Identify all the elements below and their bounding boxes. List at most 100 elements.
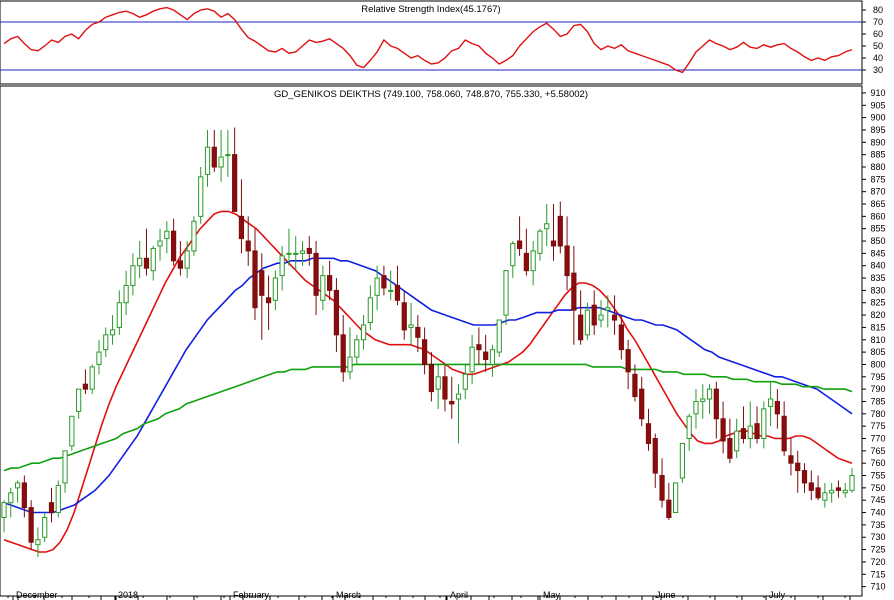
price-y-tick-label: 780 <box>870 409 885 419</box>
price-y-tick-label: 855 <box>870 224 885 234</box>
candle-body <box>103 334 109 351</box>
candle-body <box>455 393 462 400</box>
candle-body <box>808 482 814 491</box>
candle-body <box>835 487 842 491</box>
month-label: 2018 <box>118 590 138 600</box>
candle <box>143 228 150 276</box>
price-y-tick-label: 860 <box>870 211 885 221</box>
candle <box>313 241 319 316</box>
candle-body <box>354 339 360 358</box>
candle <box>706 384 713 414</box>
candle <box>21 475 27 518</box>
candle-body <box>544 223 550 230</box>
candle <box>394 265 401 306</box>
candle-body <box>82 383 89 390</box>
candle-body <box>673 482 679 514</box>
price-y-tick-label: 735 <box>870 520 885 530</box>
price-y-tick-label: 885 <box>870 150 885 160</box>
candle-body <box>265 297 272 304</box>
candle-body <box>747 425 753 439</box>
candle-body <box>442 376 448 400</box>
ma-short-red <box>3 210 853 553</box>
candle-body <box>428 363 434 393</box>
candle-body <box>21 482 27 509</box>
price-y-tick-label: 715 <box>870 569 885 579</box>
candle <box>422 327 428 375</box>
candle-body <box>320 275 326 301</box>
price-y-tick-label: 785 <box>870 396 885 406</box>
candle-body <box>252 250 258 309</box>
candle <box>774 389 780 429</box>
candle-body <box>394 284 401 301</box>
candle <box>720 401 726 454</box>
candle <box>605 295 611 328</box>
candle-body <box>69 415 75 447</box>
candle <box>259 253 265 340</box>
candle-body <box>157 240 163 247</box>
candle-body <box>8 492 14 504</box>
candle-body <box>849 475 855 491</box>
candle <box>544 204 550 246</box>
candle-body <box>313 252 319 296</box>
candle-body <box>801 470 808 484</box>
candle <box>299 241 306 266</box>
candle-body <box>279 255 285 277</box>
price-y-tick-label: 830 <box>870 285 885 295</box>
candle <box>455 384 462 444</box>
price-panel-frame <box>0 85 863 597</box>
candle <box>645 408 652 451</box>
price-panel: GD_GENIKOS DEIKTHS (749.100, 758.060, 74… <box>0 85 886 597</box>
candle <box>340 315 346 382</box>
price-y-tick-label: 870 <box>870 187 885 197</box>
candle <box>8 487 14 518</box>
price-y-tick-label: 910 <box>870 88 885 98</box>
candle-body <box>96 351 102 365</box>
candle <box>28 500 34 550</box>
candle <box>428 352 434 402</box>
candle-body <box>469 346 475 373</box>
candle <box>198 166 204 224</box>
candle <box>116 290 122 335</box>
price-y-tick-label: 755 <box>870 471 885 481</box>
candle <box>374 265 380 311</box>
candle-body <box>591 304 597 326</box>
rsi-level-lines <box>0 21 862 71</box>
price-y-tick-label: 825 <box>870 298 885 308</box>
candle <box>55 480 61 518</box>
candle <box>14 480 21 503</box>
candle-body <box>35 539 41 546</box>
price-y-tick-label: 880 <box>870 162 885 172</box>
candle <box>639 376 645 427</box>
candle-body <box>578 314 584 341</box>
price-y-tick-label: 850 <box>870 236 885 246</box>
rsi-y-tick-label: 40 <box>873 53 883 63</box>
candle <box>578 290 584 345</box>
candle <box>388 270 394 301</box>
candle <box>550 204 557 261</box>
candle-body <box>259 270 265 296</box>
candle-body <box>611 314 618 321</box>
price-y-tick-label: 890 <box>870 137 885 147</box>
candle-body <box>767 398 774 407</box>
candle-body <box>360 324 367 341</box>
candle <box>69 415 75 451</box>
candle-body <box>483 351 489 361</box>
candle-body <box>584 309 591 336</box>
price-y-tick-label: 820 <box>870 310 885 320</box>
candle-body <box>89 366 95 390</box>
candle-body <box>754 423 760 439</box>
price-y-tick-label: 725 <box>870 545 885 555</box>
candle <box>489 344 496 377</box>
price-title: GD_GENIKOS DEIKTHS (749.100, 758.060, 74… <box>274 89 588 100</box>
candle-body <box>76 388 82 412</box>
price-y-tick-label: 740 <box>870 508 885 518</box>
candle-body <box>571 272 577 311</box>
candle <box>584 302 591 340</box>
candle <box>76 388 82 419</box>
rsi-y-tick-label: 60 <box>873 29 883 39</box>
candle-body <box>781 415 787 452</box>
candle <box>48 487 55 523</box>
candle <box>693 389 699 429</box>
candle <box>666 482 672 520</box>
candle <box>734 418 740 459</box>
